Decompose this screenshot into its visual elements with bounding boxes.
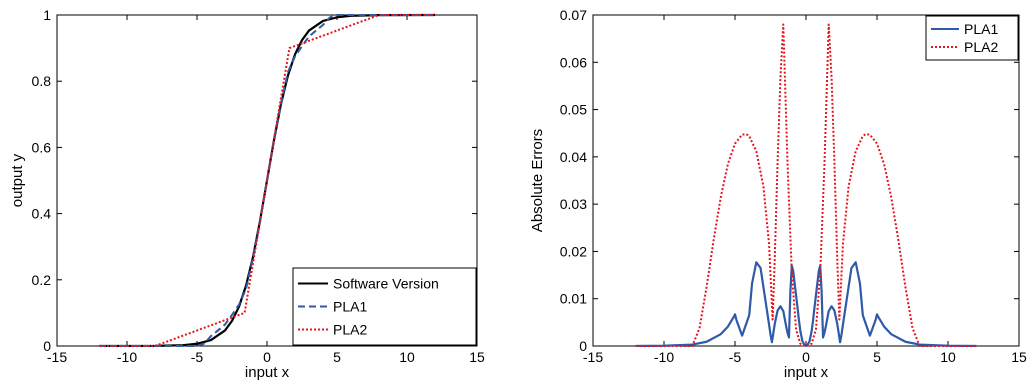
- x-tick-label: 15: [469, 349, 485, 365]
- x-tick-label: -10: [117, 349, 137, 365]
- y-tick-label: 0.04: [560, 149, 587, 165]
- x-tick-label: -5: [191, 349, 204, 365]
- y-tick-label: 0.02: [560, 243, 587, 259]
- y-tick-label: 1: [43, 7, 51, 23]
- x-tick-label: -10: [654, 349, 674, 365]
- legend: Software Version PLA1 PLA2: [292, 267, 477, 346]
- y-axis-label: output y: [9, 153, 26, 207]
- series-line-pla2: [99, 14, 435, 347]
- y-tick-label: 0.8: [32, 73, 52, 89]
- y-axis-label: Absolute Errors: [529, 129, 546, 232]
- plot-area: [592, 14, 1020, 347]
- x-tick-label: 5: [333, 349, 341, 365]
- cdf-comparison-chart: -15 -10 -5 0 5 10 15 0 0.2 0.4 0.6 0.8 1 input x outpu…: [9, 7, 485, 381]
- y-tick-label: 0: [579, 338, 587, 354]
- y-tick-label: 0.2: [32, 272, 52, 288]
- x-tick-label: -15: [47, 349, 67, 365]
- legend-label: PLA2: [333, 322, 367, 338]
- x-axis-label: input x: [784, 364, 829, 381]
- legend: PLA1 PLA2: [925, 15, 1019, 61]
- legend-label: Software Version: [333, 276, 439, 292]
- y-tick-label: 0: [43, 338, 51, 354]
- x-tick-label: -5: [729, 349, 742, 365]
- legend-label: PLA2: [964, 39, 998, 55]
- absolute-errors-chart: -15 -10 -5 0 5 10 15 0 0.01 0.02 0.03 0.04 0.05 0.06 0…: [529, 7, 1027, 381]
- y-tick-label: 0.4: [32, 206, 52, 222]
- y-tick-label: 0.07: [560, 7, 587, 23]
- y-tick-label: 0.03: [560, 196, 587, 212]
- series-line-pla1: [635, 261, 977, 347]
- series-group: [635, 23, 977, 347]
- series-group: [98, 13, 436, 347]
- y-tick-label: 0.06: [560, 54, 587, 70]
- legend-label: PLA1: [333, 299, 367, 315]
- legend-label: PLA1: [964, 21, 998, 37]
- legend-box: [925, 15, 1019, 61]
- y-tick-label: 0.6: [32, 139, 52, 155]
- series-line-pla1: [99, 14, 435, 347]
- x-tick-label: 10: [399, 349, 415, 365]
- x-tick-label: 0: [802, 349, 810, 365]
- x-tick-label: 0: [263, 349, 271, 365]
- x-tick-label: 5: [873, 349, 881, 365]
- x-tick-label: -15: [583, 349, 603, 365]
- x-tick-label: 15: [1011, 349, 1027, 365]
- x-tick-label: 10: [940, 349, 956, 365]
- y-tick-label: 0.05: [560, 102, 587, 118]
- y-tick-label: 0.01: [560, 291, 587, 307]
- x-axis-label: input x: [245, 364, 290, 381]
